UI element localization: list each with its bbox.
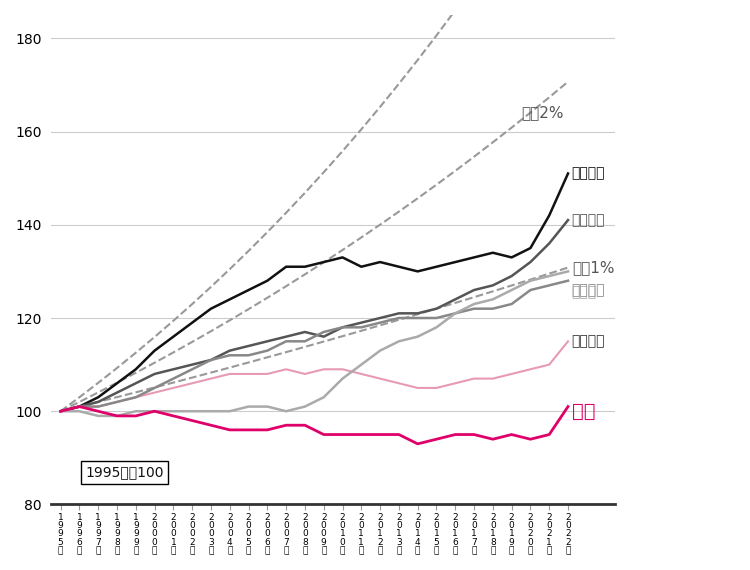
Text: ドイツ: ドイツ [572,286,597,299]
Text: 年率3%: 年率3% [0,569,1,570]
Text: イギリス: イギリス [572,166,605,181]
Text: アメリカ: アメリカ [572,213,605,227]
Text: イタリア: イタリア [572,335,605,348]
Text: 日本: 日本 [572,402,596,421]
Text: フランス: フランス [572,283,605,297]
Text: 1995年＝100: 1995年＝100 [85,466,164,479]
Text: 年率1%: 年率1% [572,260,614,275]
Text: 年率2%: 年率2% [521,105,563,120]
